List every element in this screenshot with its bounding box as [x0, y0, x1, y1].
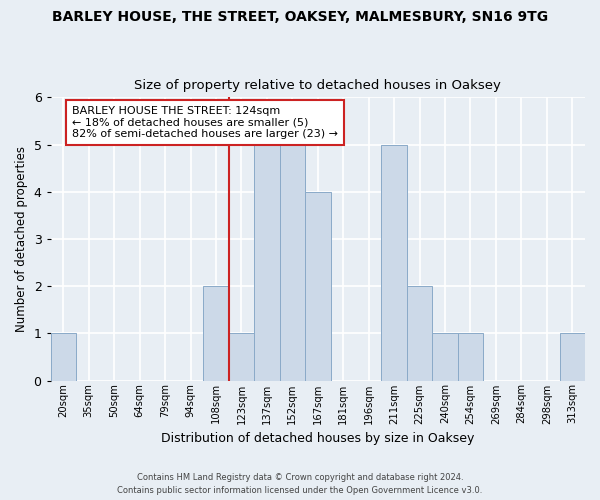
Bar: [560, 334, 585, 380]
Text: BARLEY HOUSE THE STREET: 124sqm
← 18% of detached houses are smaller (5)
82% of : BARLEY HOUSE THE STREET: 124sqm ← 18% of…: [72, 106, 338, 139]
Text: Contains HM Land Registry data © Crown copyright and database right 2024.
Contai: Contains HM Land Registry data © Crown c…: [118, 474, 482, 495]
Bar: [433, 334, 458, 380]
Bar: [203, 286, 229, 380]
Y-axis label: Number of detached properties: Number of detached properties: [15, 146, 28, 332]
Text: BARLEY HOUSE, THE STREET, OAKSEY, MALMESBURY, SN16 9TG: BARLEY HOUSE, THE STREET, OAKSEY, MALMES…: [52, 10, 548, 24]
Bar: [254, 144, 280, 380]
Bar: [50, 334, 76, 380]
X-axis label: Distribution of detached houses by size in Oaksey: Distribution of detached houses by size …: [161, 432, 475, 445]
Bar: [229, 334, 254, 380]
Bar: [382, 144, 407, 380]
Bar: [407, 286, 433, 380]
Bar: [458, 334, 483, 380]
Bar: [305, 192, 331, 380]
Title: Size of property relative to detached houses in Oaksey: Size of property relative to detached ho…: [134, 79, 501, 92]
Bar: [280, 144, 305, 380]
